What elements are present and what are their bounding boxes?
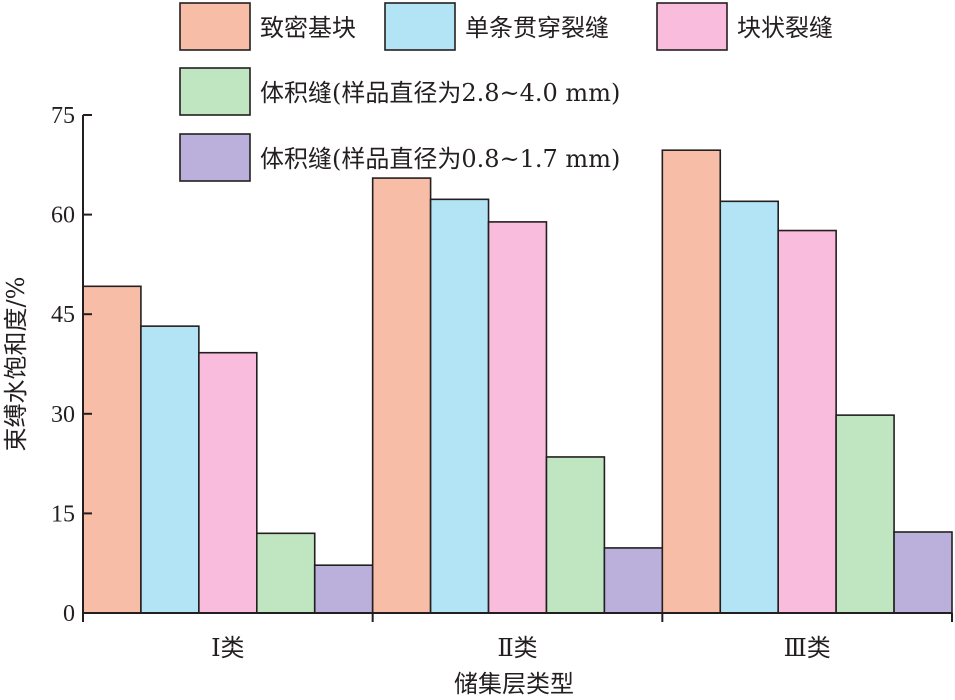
x-category-label: Ⅲ类 [784,634,831,662]
bar-1-series-4 [255,532,316,614]
legend-swatch-4 [179,67,251,116]
bar-2-series-1 [371,177,432,614]
legend-swatch-3 [656,2,728,51]
bar-3-series-5 [893,531,953,614]
legend-label-3: 块状裂缝 [737,14,833,42]
bar-1-series-1 [82,285,142,614]
legend-swatch-2 [384,2,456,51]
y-axis-title: 束缚水饱和度/% [2,277,30,452]
legend-swatch-1 [179,2,251,51]
bar-2-series-2 [429,198,490,614]
bar-3-series-4 [835,414,895,614]
y-tick-label: 30 [51,402,75,428]
x-category-label: Ⅱ类 [497,634,537,662]
bar-2-series-3 [487,221,548,614]
x-category-label: Ⅰ类 [211,634,244,662]
y-ticks-group: 0 15 30 45 60 75 [51,103,92,627]
legend-label-4: 体积缝(样品直径为2.8~4.0 mm) [260,79,620,107]
y-tick-label: 45 [51,302,75,328]
x-axis-title: 储集层类型 [454,670,574,698]
bar-1-series-3 [198,351,258,614]
bar-3-series-3 [777,229,837,614]
legend-swatch-5 [179,133,251,182]
bar-2-series-4 [545,456,606,614]
legend-label-2: 单条贯穿裂缝 [465,14,609,42]
legend-label-1: 致密基块 [260,14,356,42]
x-ticks-group: Ⅰ类 Ⅱ类 Ⅲ类 [82,613,953,662]
bars-group [82,149,953,614]
bar-3-series-1 [661,149,722,614]
y-tick-label: 15 [51,501,75,527]
bar-3-series-2 [719,200,780,614]
y-tick-label: 75 [51,103,75,129]
bar-1-series-2 [140,325,200,614]
axes-group [82,115,952,614]
bar-1-series-5 [313,564,374,614]
y-tick-label: 0 [63,601,75,627]
legend-label-5: 体积缝(样品直径为0.8~1.7 mm) [260,145,620,173]
y-tick-label: 60 [51,203,75,229]
bar-2-series-5 [603,547,664,614]
